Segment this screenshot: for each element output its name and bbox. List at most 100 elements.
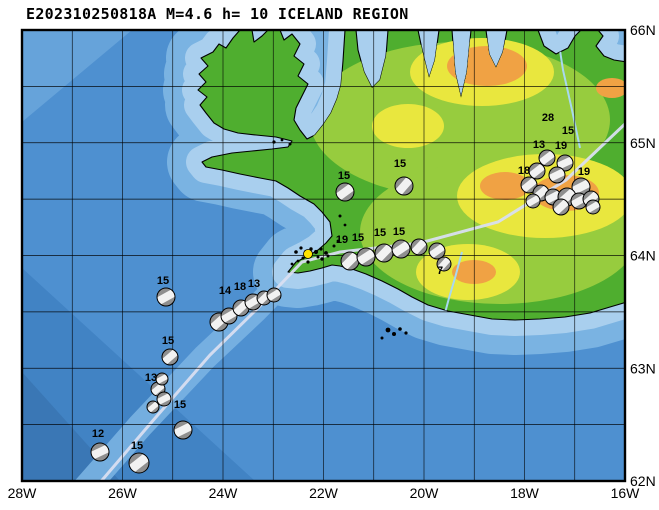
islet-dot [296, 259, 300, 263]
map-dots-layer [272, 138, 408, 340]
focal-mechanism-beachball[interactable] [374, 243, 394, 263]
longitude-label: 20W [410, 485, 440, 501]
event-day-label: 28 [542, 112, 554, 124]
longitude-label: 18W [510, 485, 540, 501]
grid-layer [22, 30, 625, 481]
focal-mechanism-beachball[interactable] [173, 420, 193, 440]
islet-dot [288, 142, 292, 146]
focal-mechanism-beachball[interactable] [428, 242, 446, 260]
focal-mechanism-beachball[interactable] [571, 177, 591, 197]
event-day-label: 15 [394, 158, 406, 170]
focal-mechanism-beachball[interactable] [548, 166, 566, 184]
deep-water-band [22, 268, 255, 481]
islet-dot [385, 327, 391, 333]
event-day-label: 15 [157, 275, 169, 287]
islet-dot [336, 239, 340, 243]
river-line [444, 251, 463, 314]
islet-dot [294, 250, 298, 254]
focal-mechanism-beachball[interactable] [556, 154, 574, 172]
islet-dot [280, 138, 284, 142]
focal-mechanism-beachball[interactable] [410, 238, 428, 256]
event-day-label: 15 [374, 227, 386, 239]
focal-mechanism-beachball[interactable] [356, 247, 376, 267]
focal-mechanism-beachball[interactable] [156, 287, 176, 307]
islet-dot [319, 247, 323, 251]
focal-mechanism-beachball[interactable] [220, 307, 238, 325]
focal-mechanism-layer [90, 149, 601, 474]
islet-dot [343, 223, 347, 227]
focal-mechanism-beachball[interactable] [538, 149, 556, 167]
islet-dot [332, 244, 336, 248]
event-day-label: 15 [393, 226, 405, 238]
latitude-label: 66N [630, 22, 656, 38]
event-day-label: 19 [578, 166, 590, 178]
focal-mechanism-beachball[interactable] [585, 199, 601, 215]
event-day-label: 15 [162, 335, 174, 347]
islet-dot [398, 327, 402, 331]
event-day-label: 15 [131, 440, 143, 452]
latitude-label: 64N [630, 248, 656, 264]
longitude-label: 16W [611, 485, 641, 501]
event-day-label: 13 [145, 372, 157, 384]
focal-mechanism-beachball[interactable] [155, 372, 169, 386]
event-day-label: 14 [219, 285, 232, 297]
islet-dot [326, 254, 330, 258]
event-day-label: 15 [352, 232, 364, 244]
focal-mechanism-beachball[interactable] [266, 287, 282, 303]
highland-patch [480, 172, 530, 200]
event-day-label: 13 [533, 139, 545, 151]
event-day-label: 18 [234, 281, 246, 293]
highland-patch [596, 78, 625, 98]
focal-mechanism-beachball[interactable] [520, 176, 538, 194]
focal-mechanism-beachball[interactable] [340, 251, 360, 271]
focal-mechanism-beachball[interactable] [394, 176, 414, 196]
islet-dot [380, 336, 384, 340]
focal-mechanism-beachball[interactable] [525, 193, 541, 209]
event-day-label: 13 [248, 278, 260, 290]
event-day-label: 7 [437, 265, 443, 277]
focal-mechanism-beachball[interactable] [90, 442, 110, 462]
islet-dot [272, 140, 276, 144]
event-day-label: 15 [174, 399, 186, 411]
elevation-patch [372, 104, 444, 148]
focal-mechanism-beachball[interactable] [391, 239, 411, 259]
focal-mechanism-beachball[interactable] [156, 391, 172, 407]
islet-dot [301, 256, 305, 260]
focal-mechanism-beachball[interactable] [128, 452, 150, 474]
longitude-label: 26W [108, 485, 138, 501]
focal-mechanism-beachball[interactable] [528, 162, 546, 180]
event-day-label: 15 [338, 170, 350, 182]
focal-mechanism-beachball[interactable] [335, 182, 355, 202]
latitude-label: 65N [630, 135, 656, 151]
islet-dot [316, 255, 320, 259]
nw-shelf-band [22, 30, 132, 122]
event-day-label: 19 [336, 234, 348, 246]
islet-dot [313, 249, 319, 255]
longitude-label: 24W [209, 485, 239, 501]
islet-dot [320, 257, 324, 261]
islet-dot [404, 331, 408, 335]
event-day-label: 18 [518, 165, 530, 177]
islet-dot [338, 214, 342, 218]
islet-dot [290, 262, 294, 266]
axis-label-layer: 28W 26W 24W 22W 20W 18W 16W 66N 65N 64N 63N 62N [8, 22, 656, 501]
islet-dot [324, 251, 328, 255]
focal-mechanism-beachball[interactable] [436, 256, 452, 272]
focal-mechanism-beachball[interactable] [146, 400, 160, 414]
figure-title: E202310250818A M=4.6 h= 10 ICELAND REGIO… [26, 5, 409, 23]
event-day-label: 15 [562, 125, 574, 137]
event-day-label: 12 [92, 428, 104, 440]
longitude-label: 28W [8, 485, 38, 501]
epicenter-marker[interactable] [303, 249, 313, 259]
map-frame [20, 28, 627, 483]
latitude-label: 63N [630, 360, 656, 376]
islet-dot [306, 260, 310, 264]
focal-mechanism-beachball[interactable] [552, 198, 570, 216]
focal-mechanism-beachball[interactable] [161, 348, 179, 366]
islet-dot [299, 246, 303, 250]
longitude-label: 22W [309, 485, 339, 501]
latitude-label: 62N [630, 473, 656, 489]
